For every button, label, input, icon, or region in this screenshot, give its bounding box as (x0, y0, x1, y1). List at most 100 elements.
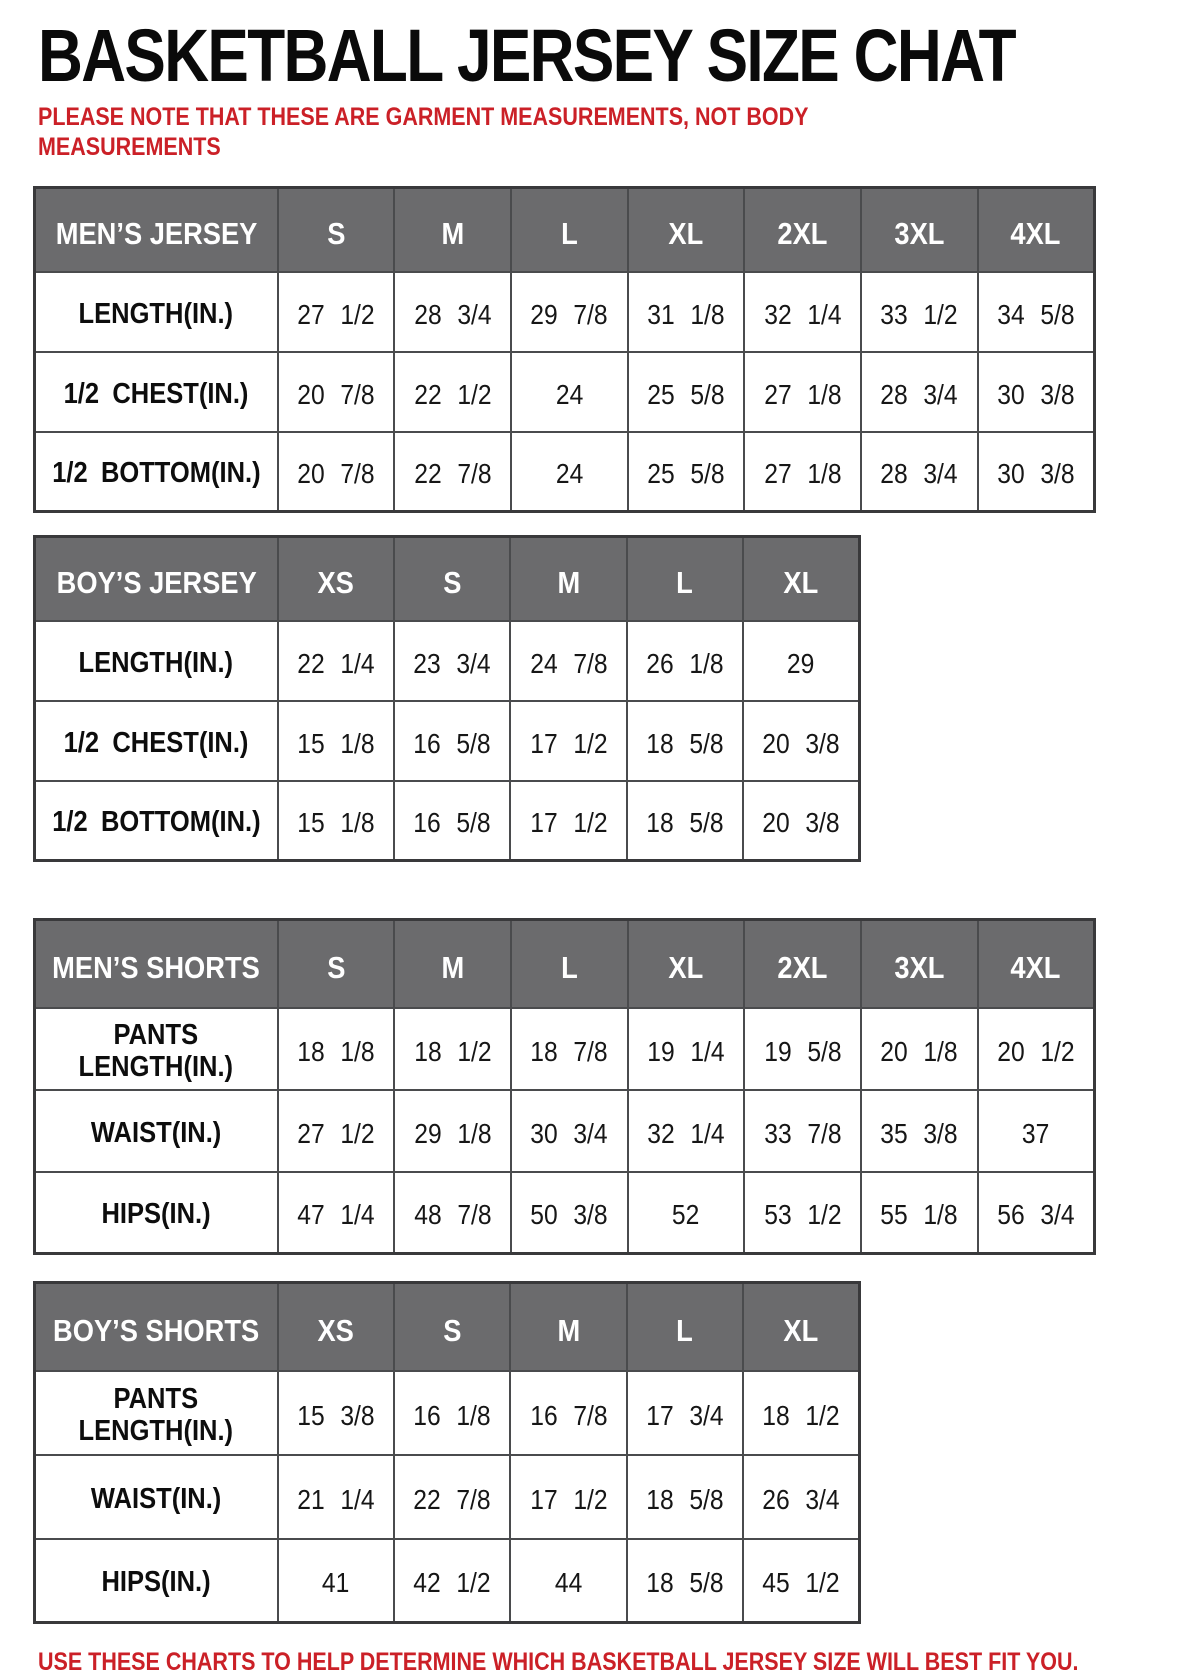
value-text: 29 (787, 647, 815, 679)
value-text: 22 7/8 (413, 458, 492, 490)
value-text: 21 1/4 (297, 1483, 375, 1515)
value-cell: 17 1/2 (509, 699, 628, 782)
mens-shorts-grid: MEN’S SHORTS S M L XL 2XL 3XL 4XL PANTS LENGTH(I… (33, 918, 1096, 1255)
value-text: 32 1/4 (647, 1117, 725, 1149)
value-cell: 28 3/4 (393, 270, 512, 353)
value-text: 18 5/8 (646, 727, 724, 759)
measurement-row: 1/2 BOTTOM(IN.) 15 1/8 16 5/8 17 1/2 18 5/8 2… (33, 779, 861, 862)
header-cell-text: M (557, 1312, 580, 1348)
value-text: 19 1/4 (647, 1035, 725, 1067)
header-cell-text: BOY’S JERSEY (56, 564, 257, 600)
value-text: 37 (1022, 1117, 1050, 1149)
value-text: 22 7/8 (413, 1483, 491, 1515)
header-cell-text: 3XL (894, 215, 945, 251)
value-cell: 28 3/4 (860, 430, 979, 513)
value-cell: 44 (509, 1537, 628, 1624)
value-cell: 18 5/8 (625, 779, 745, 862)
measurement-row: PANTS LENGTH(IN.) 18 1/8 18 1/2 18 7/8 19 1/… (33, 1006, 1096, 1091)
value-cell: 20 3/8 (742, 779, 861, 862)
value-text: 52 (672, 1199, 700, 1231)
header-cell-text: XL (783, 1312, 819, 1348)
value-cell: 19 1/4 (626, 1006, 746, 1091)
value-text: 41 (321, 1567, 350, 1599)
value-text: 17 1/2 (529, 727, 608, 759)
value-cell: 22 1/2 (393, 350, 512, 433)
value-text: 29 1/8 (413, 1117, 492, 1149)
measurement-row: WAIST(IN.) 27 1/2 29 1/8 30 3/4 32 1/4 33 7/8… (33, 1088, 1096, 1173)
measurement-row: HIPS(IN.) 41 42 1/2 44 18 5/8 45 1/2 (33, 1537, 861, 1624)
value-cell: 25 5/8 (626, 430, 746, 513)
value-cell: 18 5/8 (625, 699, 745, 782)
size-header-cell: M (393, 186, 512, 273)
value-cell: 27 1/8 (743, 430, 863, 513)
size-header-cell: L (509, 918, 629, 1009)
value-cell: 18 5/8 (625, 1453, 745, 1540)
header-cell-text: XS (317, 564, 354, 600)
measurement-row: HIPS(IN.) 47 1/4 48 7/8 50 3/8 52 53 1/2 55 1/… (33, 1170, 1096, 1255)
header-cell-text: S (442, 1312, 462, 1348)
value-cell: 17 1/2 (509, 779, 628, 862)
value-text: 18 5/8 (646, 807, 724, 839)
value-text: 27 1/2 (297, 1117, 375, 1149)
boys-jersey-size-table: BOY’S JERSEY XS S M L XL LENGTH(IN.) 22 1/4 23 3… (33, 535, 1200, 862)
size-header-cell: M (509, 535, 628, 622)
row-label-text: HIPS(IN.) (101, 1566, 211, 1599)
value-cell: 56 3/4 (976, 1170, 1096, 1255)
value-cell: 42 1/2 (392, 1537, 512, 1624)
value-text: 16 7/8 (529, 1399, 608, 1431)
row-label-cell: HIPS(IN.) (33, 1537, 279, 1624)
header-cell-text: 2XL (777, 949, 828, 985)
row-label-text: LENGTH(IN.) (78, 297, 234, 330)
row-label-text: WAIST(IN.) (91, 1482, 222, 1515)
size-header-cell: XL (742, 1281, 861, 1372)
row-label-text: 1/2 BOTTOM(IN.) (52, 806, 261, 839)
value-text: 24 (555, 458, 583, 490)
value-text: 33 7/8 (764, 1117, 842, 1149)
table-title-cell: MEN’S SHORTS (33, 918, 279, 1009)
size-header-cell: M (509, 1281, 628, 1372)
measurement-row: 1/2 BOTTOM(IN.) 20 7/8 22 7/8 24 25 5/8 27 1/… (33, 430, 1096, 513)
row-label-cell: LENGTH(IN.) (33, 270, 279, 353)
table-title-cell: MEN’S JERSEY (33, 186, 279, 273)
value-cell: 22 7/8 (392, 1453, 512, 1540)
value-cell: 23 3/4 (392, 619, 512, 702)
size-header-cell: XL (742, 535, 861, 622)
value-text: 22 1/2 (413, 378, 492, 410)
measurement-row: 1/2 CHEST(IN.) 20 7/8 22 1/2 24 25 5/8 27 1/8… (33, 350, 1096, 433)
value-text: 50 3/8 (530, 1199, 608, 1231)
value-text: 26 3/4 (762, 1483, 840, 1515)
value-text: 15 1/8 (297, 807, 375, 839)
value-cell: 24 7/8 (509, 619, 628, 702)
value-cell: 48 7/8 (393, 1170, 512, 1255)
value-cell: 30 3/8 (976, 430, 1096, 513)
value-cell: 52 (626, 1170, 746, 1255)
header-cell-text: S (326, 949, 345, 985)
value-cell: 37 (976, 1088, 1096, 1173)
value-text: 17 1/2 (529, 807, 608, 839)
value-text: 25 5/8 (647, 378, 725, 410)
measurement-row: WAIST(IN.) 21 1/4 22 7/8 17 1/2 18 5/8 26 3/4 (33, 1453, 861, 1540)
value-text: 20 3/8 (762, 807, 840, 839)
value-text: 18 1/8 (297, 1035, 375, 1067)
header-cell-text: 4XL (1010, 215, 1061, 251)
size-header-cell: S (276, 186, 396, 273)
row-label-cell: 1/2 BOTTOM(IN.) (33, 779, 279, 862)
header-cell-text: XL (668, 949, 704, 985)
value-text: 24 7/8 (529, 647, 608, 679)
size-header-cell: XL (626, 918, 746, 1009)
value-cell: 18 1/8 (276, 1006, 396, 1091)
value-cell: 20 7/8 (276, 430, 396, 513)
value-cell: 30 3/8 (976, 350, 1096, 433)
row-label-text: WAIST(IN.) (91, 1116, 222, 1149)
size-header-cell: 2XL (743, 186, 863, 273)
value-text: 33 1/2 (880, 298, 959, 330)
value-cell: 17 1/2 (509, 1453, 628, 1540)
row-label-cell: WAIST(IN.) (33, 1453, 279, 1540)
value-cell: 24 (509, 350, 629, 433)
header-cell-text: XL (783, 564, 819, 600)
value-cell: 50 3/8 (509, 1170, 629, 1255)
row-label-cell: LENGTH(IN.) (33, 619, 279, 702)
value-cell: 21 1/4 (276, 1453, 395, 1540)
header-row: BOY’S SHORTS XS S M L XL (33, 1281, 861, 1372)
value-text: 17 1/2 (529, 1483, 608, 1515)
